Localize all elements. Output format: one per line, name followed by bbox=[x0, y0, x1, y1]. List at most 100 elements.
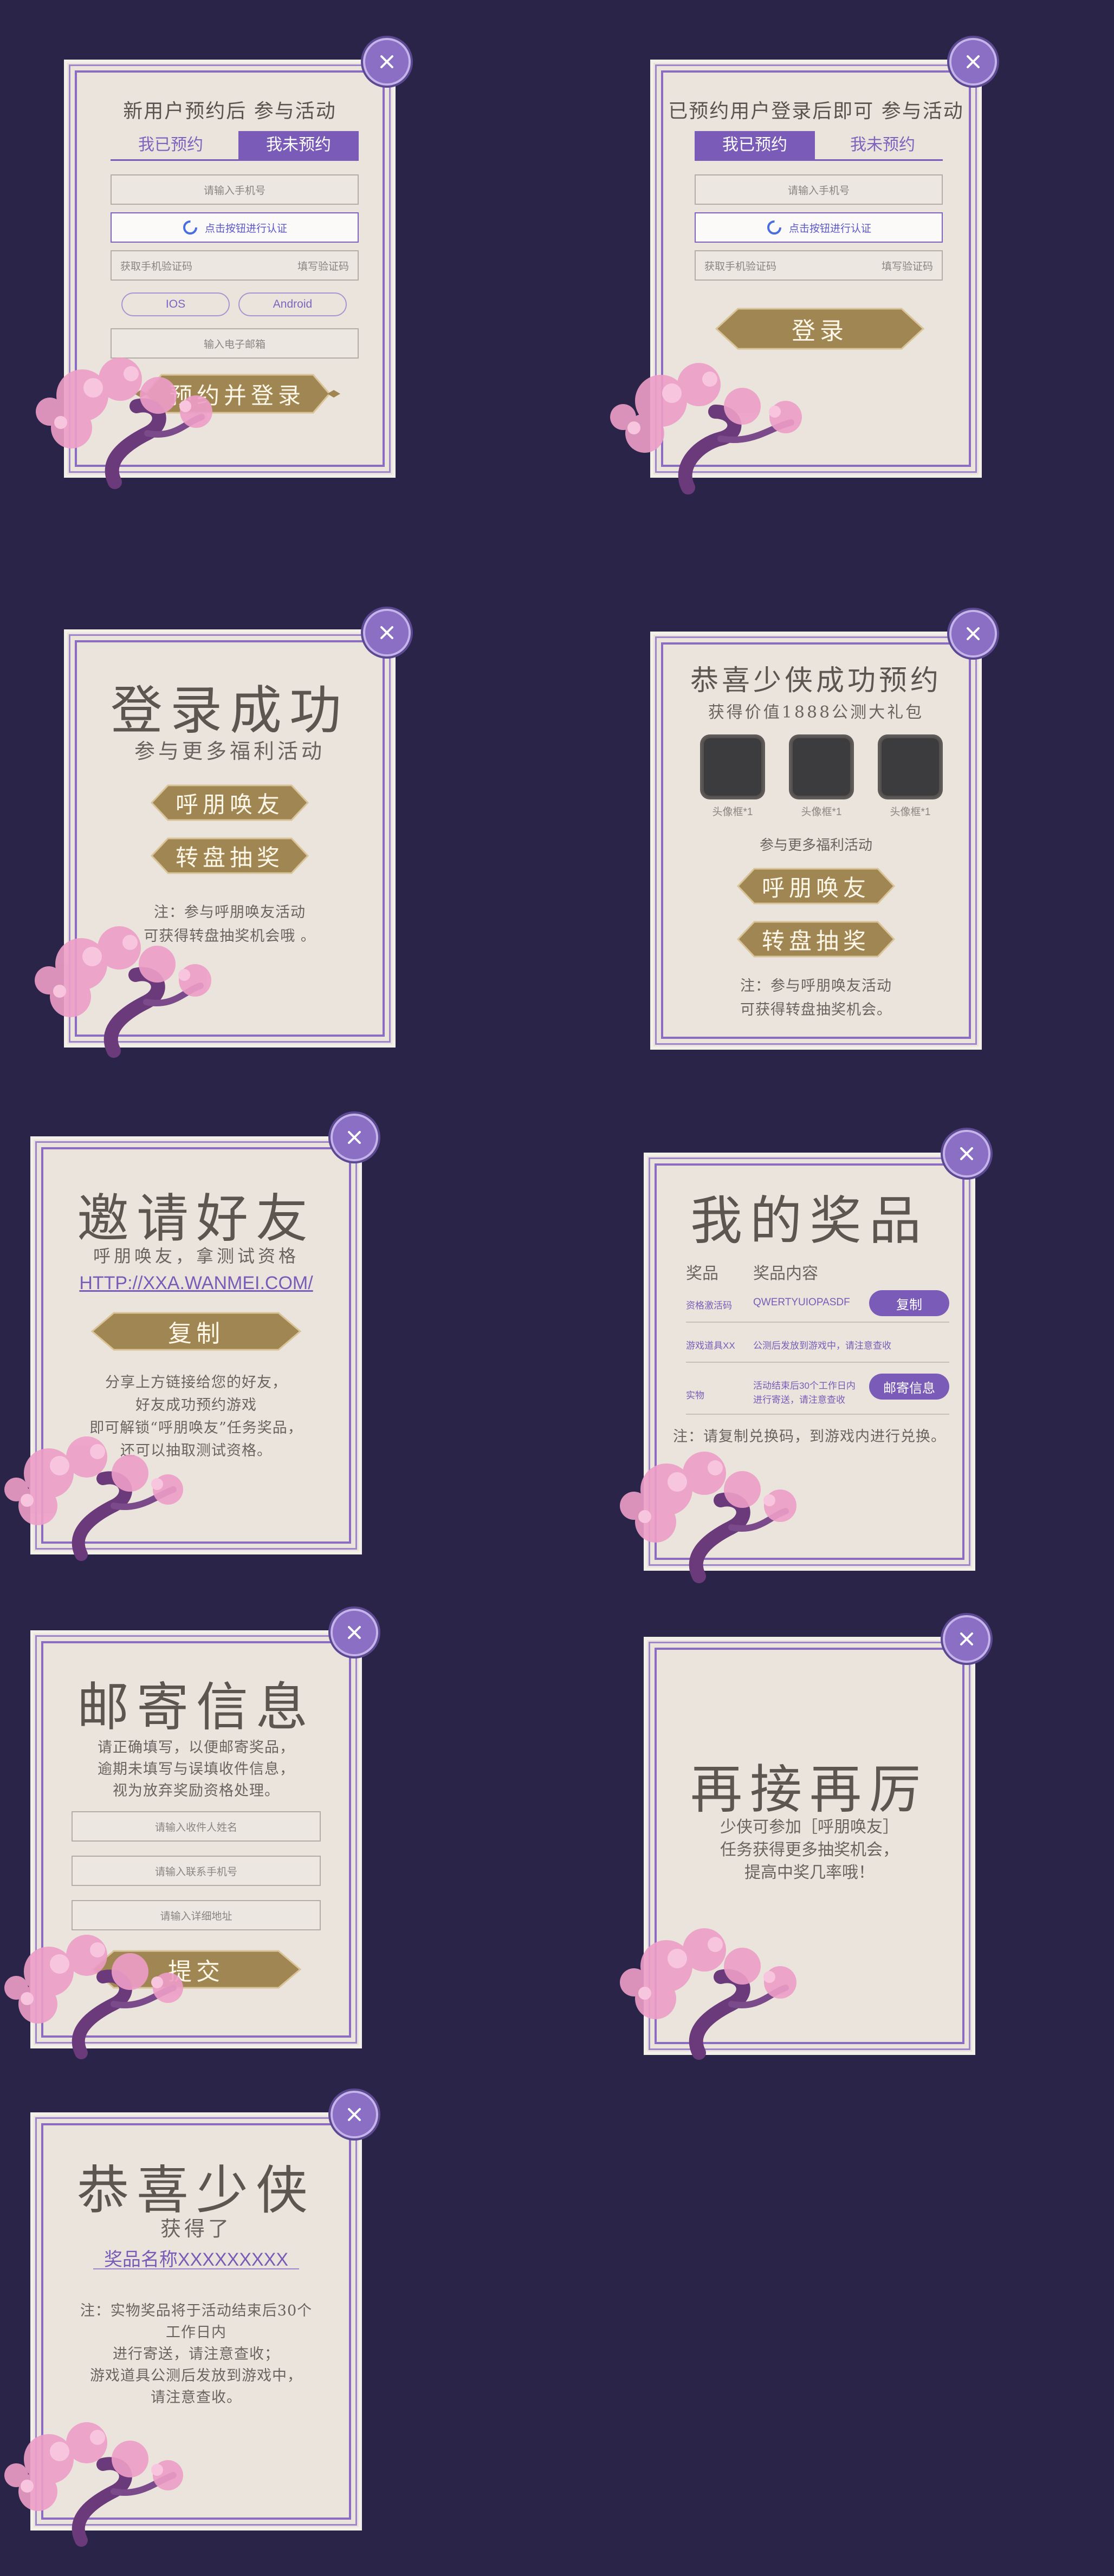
try-again-dialog: 再接再厉 少侠可参加［呼朋唤友］ 任务获得更多抽奖机会， 提高中奖几率哦！ bbox=[644, 1637, 975, 2055]
get-code-link[interactable]: 获取手机验证码 bbox=[120, 261, 193, 272]
close-icon bbox=[380, 626, 393, 639]
login-button[interactable]: 登录 bbox=[714, 307, 925, 351]
close-button[interactable] bbox=[363, 38, 411, 86]
phone-input[interactable]: 请输入手机号 bbox=[695, 174, 943, 205]
close-button[interactable] bbox=[949, 38, 997, 86]
login-dialog: 已预约用户登录后即可 参与活动 我已预约 我未预约 请输入手机号 点击按钮进行认… bbox=[650, 60, 982, 478]
submit-label: 提交 bbox=[168, 1958, 224, 1986]
sms-code-field[interactable]: 获取手机验证码 填写验证码 bbox=[695, 250, 943, 281]
address-input[interactable]: 请输入详细地址 bbox=[72, 1900, 321, 1930]
email-input[interactable]: 输入电子邮箱 bbox=[111, 328, 359, 359]
loading-circle-icon bbox=[183, 220, 197, 235]
col-header-content: 奖品内容 bbox=[753, 1264, 818, 1283]
ios-button[interactable]: IOS bbox=[121, 292, 230, 316]
row-divider bbox=[686, 1414, 949, 1415]
close-button[interactable] bbox=[943, 1130, 990, 1178]
tab-booked[interactable]: 我已预约 bbox=[695, 131, 815, 159]
close-button[interactable] bbox=[363, 609, 411, 656]
close-button[interactable] bbox=[331, 1609, 378, 1656]
copy-label: 复制 bbox=[896, 1297, 922, 1312]
phone-input[interactable]: 请输入手机号 bbox=[111, 174, 359, 205]
panel-frame bbox=[41, 1147, 351, 1544]
submit-button[interactable]: 提交 bbox=[90, 1949, 302, 1990]
col-header-prize: 奖品 bbox=[686, 1264, 718, 1283]
code-placeholder: 填写验证码 bbox=[297, 261, 349, 272]
mailing-label: 邮寄信息 bbox=[883, 1380, 935, 1396]
book-login-button[interactable]: 预约并登录 bbox=[134, 373, 340, 415]
prize-content-line-1: 活动结束后30个工作日内 bbox=[753, 1381, 856, 1391]
invite-link[interactable]: HTTP://XXA.WANMEI.COM/ bbox=[79, 1273, 313, 1293]
close-button[interactable] bbox=[331, 2091, 378, 2138]
desc-line: 提高中奖几率哦！ bbox=[744, 1863, 875, 1882]
tab-unbooked[interactable]: 我未预约 bbox=[850, 135, 915, 154]
desc-line: 分享上方链接给您的好友， bbox=[105, 1374, 287, 1391]
desc-line: 还可以抽取测试资格。 bbox=[120, 1442, 272, 1459]
prize-won-dialog: 恭喜少侠 获得了 奖品名称XXXXXXXXX 注：实物奖品将于活动结束后30个 … bbox=[30, 2112, 362, 2531]
note-line-1: 注：参与呼朋唤友活动 bbox=[740, 978, 892, 994]
android-button[interactable]: Android bbox=[238, 292, 347, 316]
tab-underline bbox=[695, 159, 943, 161]
lucky-wheel-button[interactable]: 转盘抽奖 bbox=[736, 920, 896, 959]
close-icon bbox=[960, 1632, 973, 1645]
button-frame-icon bbox=[736, 921, 896, 958]
code-placeholder: 填写验证码 bbox=[881, 261, 933, 272]
close-icon bbox=[348, 2108, 361, 2121]
panel-frame bbox=[75, 640, 385, 1037]
dialog-title: 邮寄信息 bbox=[77, 1677, 315, 1738]
panel-frame bbox=[655, 1163, 964, 1560]
close-button[interactable] bbox=[331, 1114, 378, 1161]
close-icon bbox=[967, 627, 980, 640]
close-button[interactable] bbox=[943, 1615, 990, 1663]
close-icon bbox=[380, 55, 393, 68]
desc-line: 好友成功预约游戏 bbox=[135, 1397, 257, 1414]
desc-line: 游戏道具公测后发放到游戏中， bbox=[90, 2367, 302, 2384]
note-line-2: 可获得转盘抽奖机会。 bbox=[740, 1001, 892, 1018]
wheel-label: 转盘抽奖 bbox=[175, 844, 284, 871]
loading-circle-icon bbox=[767, 220, 781, 235]
tab-unbooked[interactable]: 我未预约 bbox=[238, 131, 359, 159]
row-divider bbox=[686, 1322, 949, 1323]
desc-line: 任务获得更多抽奖机会， bbox=[720, 1840, 899, 1859]
prize-underline bbox=[93, 2268, 299, 2269]
dialog-title: 登录成功 bbox=[111, 680, 349, 741]
prize-name: 游戏道具XX bbox=[686, 1341, 735, 1351]
desc-line: 请注意查收。 bbox=[151, 2389, 242, 2406]
panel-frame bbox=[661, 642, 971, 1039]
sms-code-field[interactable]: 获取手机验证码 填写验证码 bbox=[111, 250, 359, 281]
get-code-link[interactable]: 获取手机验证码 bbox=[704, 261, 777, 272]
reward-label: 头像框*1 bbox=[890, 806, 931, 818]
row-divider bbox=[686, 1362, 949, 1363]
tab-booked[interactable]: 我已预约 bbox=[138, 135, 203, 154]
dialog-subtitle: 获得了 bbox=[160, 2217, 232, 2241]
lucky-wheel-button[interactable]: 转盘抽奖 bbox=[150, 836, 310, 875]
recipient-name-input[interactable]: 请输入收件人姓名 bbox=[72, 1811, 321, 1842]
verify-button[interactable]: 点击按钮进行认证 bbox=[695, 212, 943, 243]
verify-label: 点击按钮进行认证 bbox=[788, 223, 871, 235]
button-frame-icon bbox=[150, 784, 309, 821]
desc-line: 注：实物奖品将于活动结束后30个 bbox=[80, 2302, 313, 2319]
button-frame-icon bbox=[90, 1312, 302, 1351]
register-dialog: 新用户预约后 参与活动 我已预约 我未预约 请输入手机号 点击按钮进行认证 获取… bbox=[64, 60, 396, 478]
tab-underline bbox=[111, 159, 359, 161]
close-icon bbox=[960, 1147, 973, 1160]
desc-line: 请正确填写，以便邮寄奖品， bbox=[98, 1739, 295, 1756]
reward-label: 头像框*1 bbox=[801, 806, 842, 818]
close-button[interactable] bbox=[949, 610, 997, 658]
verify-button[interactable]: 点击按钮进行认证 bbox=[111, 212, 359, 243]
mailing-info-button[interactable]: 邮寄信息 bbox=[869, 1374, 949, 1400]
desc-line: 工作日内 bbox=[166, 2324, 226, 2341]
panel-frame bbox=[41, 1641, 351, 2038]
note-line-1: 注：参与呼朋唤友活动 bbox=[154, 904, 306, 921]
copy-code-button[interactable]: 复制 bbox=[869, 1290, 949, 1316]
reward-label: 头像框*1 bbox=[712, 806, 753, 818]
invite-friends-button[interactable]: 呼朋唤友 bbox=[736, 867, 896, 906]
invite-friends-button[interactable]: 呼朋唤友 bbox=[150, 783, 310, 822]
button-frame-icon bbox=[150, 837, 309, 874]
dialog-title: 新用户预约后 参与活动 bbox=[123, 100, 336, 122]
dialog-title: 已预约用户登录后即可 参与活动 bbox=[668, 100, 964, 122]
recipient-phone-input[interactable]: 请输入联系手机号 bbox=[72, 1856, 321, 1886]
desc-line: 逾期未填写与误填收件信息， bbox=[98, 1761, 295, 1778]
button-frame-icon bbox=[715, 308, 925, 350]
copy-link-button[interactable]: 复制 bbox=[90, 1311, 302, 1352]
